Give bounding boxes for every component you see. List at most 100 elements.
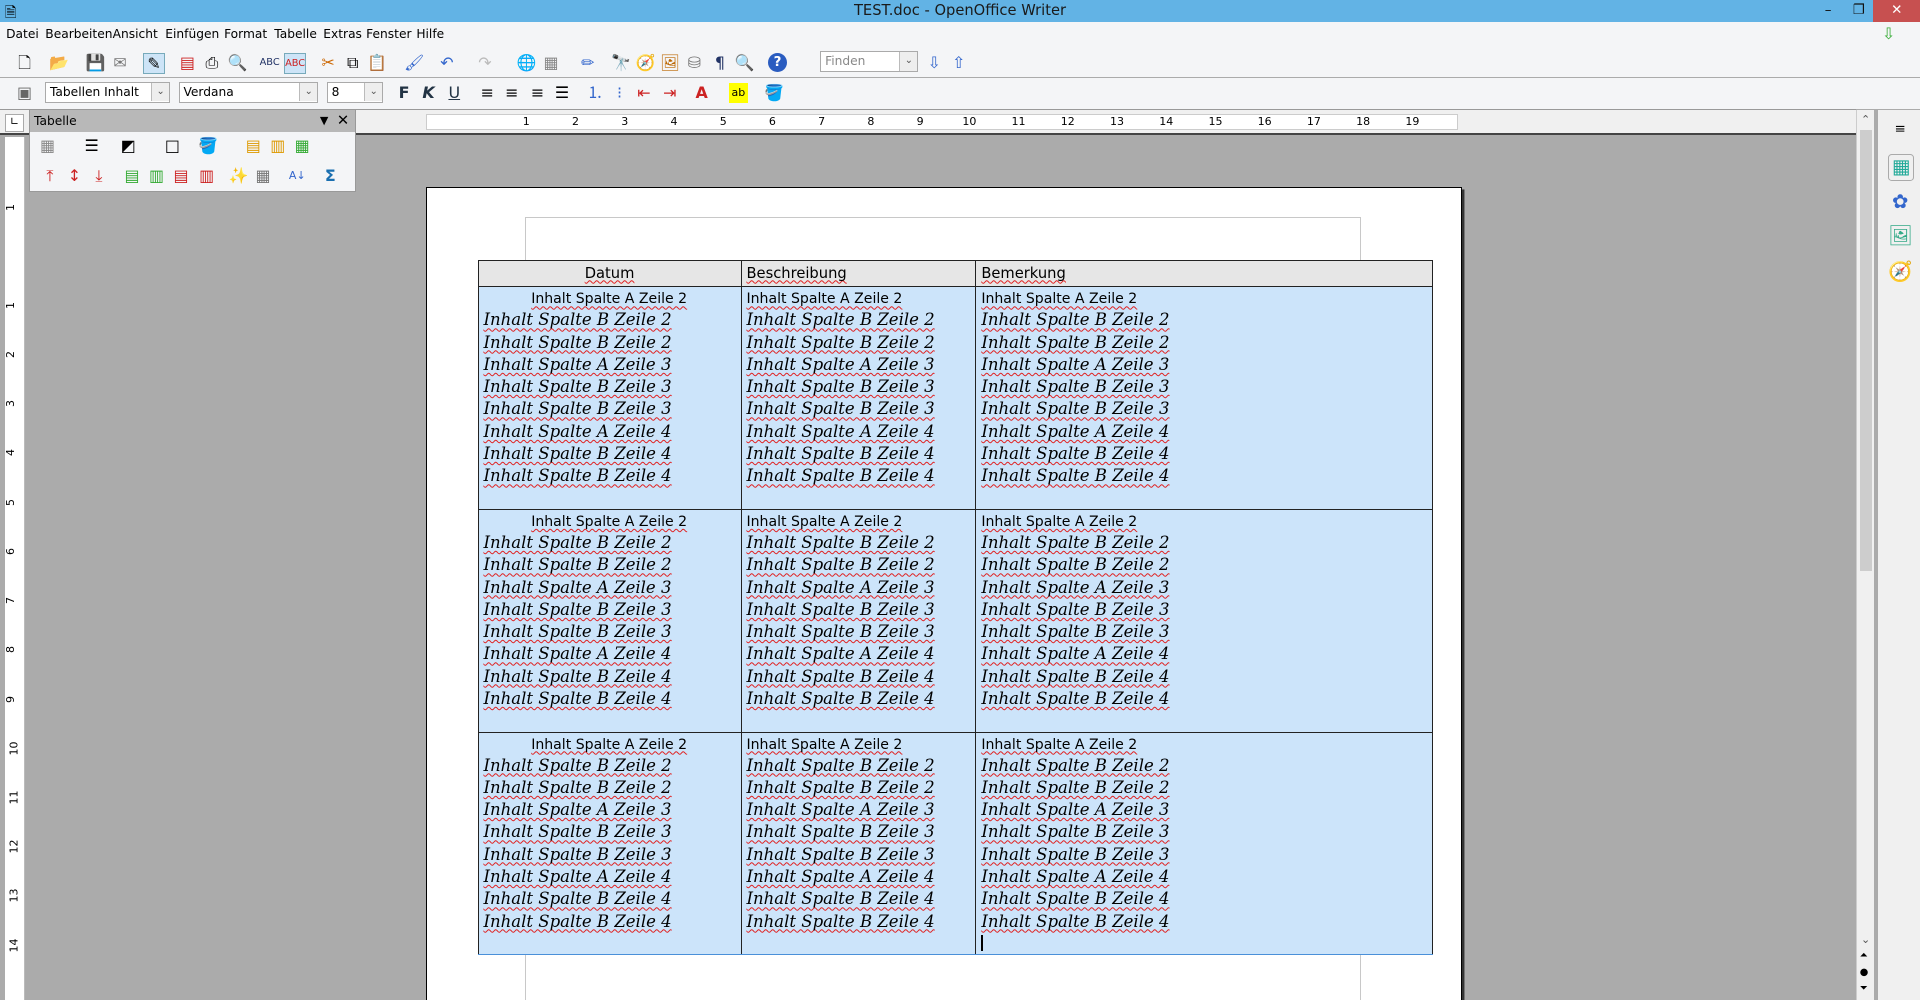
table-cell[interactable]: Inhalt Spalte A Zeile 2 Inhalt Spalte B Z… (975, 286, 1433, 510)
header-datum[interactable]: Datum (477, 259, 742, 288)
copy-icon[interactable]: ⧉ (346, 52, 359, 72)
menu-einfuegen[interactable]: Einfügen (165, 26, 220, 41)
export-pdf-icon[interactable]: ▤ (179, 52, 195, 72)
scroll-up-icon[interactable]: ⌃ (1861, 112, 1871, 126)
tab-stop-type-button[interactable]: ∟ (4, 113, 25, 132)
hyperlink-icon[interactable]: 🌐 (516, 52, 537, 72)
table-properties-icon[interactable]: ▦ (255, 166, 271, 186)
italic-button[interactable]: K (422, 83, 435, 103)
horizontal-ruler[interactable]: 1 2 3 4 5 6 7 8 9 10 11 12 13 14 15 16 17 18 19 (426, 113, 1459, 130)
data-sources-icon[interactable]: ⛁ (687, 52, 701, 72)
chevron-down-icon[interactable]: ⌄ (299, 83, 318, 102)
bullets-icon[interactable]: ⁝ (617, 83, 623, 103)
redo-icon[interactable]: ↷ (478, 52, 492, 72)
table-cell[interactable]: Inhalt Spalte A Zeile 2 Inhalt Spalte B Z… (975, 731, 1433, 956)
align-bottom-icon[interactable]: ⤓ (95, 166, 103, 186)
chevron-down-icon[interactable]: ⌄ (899, 52, 918, 71)
bold-button[interactable]: F (398, 83, 410, 103)
delete-row-icon[interactable]: ▤ (173, 166, 189, 186)
sort-icon[interactable]: A↓ (288, 169, 306, 183)
sidebar-navigator-icon[interactable]: 🧭 (1887, 259, 1913, 283)
menu-datei[interactable]: Datei (6, 26, 39, 41)
find-next-icon[interactable]: ⇩ (927, 52, 941, 72)
table-cell[interactable]: Inhalt Spalte A Zeile 2 Inhalt Spalte B Z… (477, 286, 742, 510)
properties-icon[interactable]: ▦ (1887, 154, 1915, 181)
save-icon[interactable]: 💾 (85, 52, 106, 72)
undo-icon[interactable]: ↶ (440, 52, 454, 72)
navigation-icon[interactable]: ● (1859, 967, 1869, 979)
cut-icon[interactable]: ✂ (321, 52, 335, 72)
styles-icon[interactable]: ▣ (16, 83, 32, 103)
restore-button[interactable]: ❐ (1852, 3, 1865, 18)
align-top-icon[interactable]: ⤒ (46, 166, 54, 186)
email-icon[interactable]: ✉ (113, 52, 127, 72)
menu-tabelle[interactable]: Tabelle (274, 26, 317, 41)
open-icon[interactable]: 📂 (48, 52, 69, 72)
decrease-indent-icon[interactable]: ⇤ (637, 83, 651, 103)
increase-indent-icon[interactable]: ⇥ (663, 83, 677, 103)
border-color-icon[interactable]: ◩ (120, 135, 136, 155)
find-previous-icon[interactable]: ⇧ (952, 52, 966, 72)
close-button[interactable]: ✕ (1873, 0, 1920, 23)
help-icon[interactable]: ? (767, 52, 788, 73)
chevron-down-icon[interactable]: ⌄ (151, 83, 170, 102)
format-paintbrush-icon[interactable]: 🖌 (404, 52, 425, 72)
table-cell[interactable]: Inhalt Spalte A Zeile 2 Inhalt Spalte B Z… (975, 508, 1433, 733)
zoom-icon[interactable]: 🔍 (734, 52, 755, 72)
toolbar-menu-icon[interactable]: ▼ (319, 113, 329, 127)
autoformat-icon[interactable]: ✨ (228, 166, 249, 186)
align-right-icon[interactable]: ≡ (530, 83, 545, 103)
scrollbar-thumb[interactable] (1859, 129, 1872, 571)
background-color-icon[interactable]: 🪣 (764, 83, 784, 103)
paste-icon[interactable]: 📋 (367, 52, 388, 72)
page-preview-icon[interactable]: 🔍 (227, 52, 248, 72)
find-input[interactable]: Finden ⌄ (820, 51, 919, 73)
sidebar-menu-icon[interactable]: ≡ (1894, 121, 1906, 137)
insert-row-icon[interactable]: ▤ (124, 166, 140, 186)
table-icon[interactable]: ▦ (543, 52, 559, 72)
align-center-icon[interactable]: ≡ (505, 83, 519, 103)
auto-spellcheck-icon[interactable]: ABC (284, 52, 306, 75)
sum-icon[interactable]: Σ (324, 166, 336, 186)
split-cells-icon[interactable]: ▥ (270, 135, 286, 155)
styles-formatting-icon[interactable]: ✿ (1891, 189, 1909, 213)
floating-toolbar-header[interactable]: Tabelle ▼ ✕ (30, 109, 356, 132)
vertical-ruler[interactable]: 1 1 2 3 4 5 6 7 8 9 10 11 12 13 14 (4, 137, 26, 1000)
menu-bearbeiten[interactable]: Bearbeiten (45, 26, 113, 41)
menu-fenster[interactable]: Fenster (366, 26, 412, 41)
insert-table-icon[interactable]: ▦ (39, 135, 56, 155)
highlight-icon[interactable]: ab (728, 83, 749, 103)
draw-icon[interactable]: ✏ (581, 52, 595, 72)
gallery-icon[interactable]: 🖼 (660, 52, 681, 72)
menu-hilfe[interactable]: Hilfe (416, 26, 445, 41)
chevron-down-icon[interactable]: ⌄ (364, 83, 383, 102)
paragraph-style-select[interactable]: Tabellen Inhalt ⌄ (45, 82, 171, 103)
borders-icon[interactable]: □ (164, 135, 180, 155)
header-bemerkung[interactable]: Bemerkung (975, 259, 1433, 288)
next-page-icon[interactable]: ⏷ (1859, 983, 1868, 995)
new-document-icon[interactable]: 🗋 (18, 52, 31, 72)
merge-cells-icon[interactable]: ▤ (245, 135, 261, 155)
sidebar-gallery-icon[interactable]: 🖼 (1887, 224, 1913, 248)
table-cell[interactable]: Inhalt Spalte A Zeile 2 Inhalt Spalte B Z… (477, 508, 742, 733)
document-table[interactable]: Datum Beschreibung Bemerkung Inhalt Spal… (477, 259, 1433, 956)
numbering-icon[interactable]: ⒈ (587, 83, 604, 103)
font-size-select[interactable]: 8 ⌄ (326, 82, 384, 103)
font-color-icon[interactable]: A (695, 83, 708, 103)
table-cell[interactable]: Inhalt Spalte A Zeile 2 Inhalt Spalte B Z… (740, 508, 977, 733)
delete-column-icon[interactable]: ▥ (199, 166, 215, 186)
underline-button[interactable]: U (448, 83, 461, 103)
optimize-icon[interactable]: ▦ (294, 135, 310, 155)
scroll-down-icon[interactable]: ⌄ (1861, 933, 1871, 947)
table-cell[interactable]: Inhalt Spalte A Zeile 2 Inhalt Spalte B Z… (477, 731, 742, 956)
minimize-button[interactable]: – (1824, 3, 1832, 18)
insert-column-icon[interactable]: ▥ (148, 166, 164, 186)
close-icon[interactable]: ✕ (336, 111, 350, 129)
table-cell[interactable]: Inhalt Spalte A Zeile 2 Inhalt Spalte B Z… (740, 731, 977, 956)
spellcheck-icon[interactable]: ABC (259, 56, 280, 68)
navigator-icon[interactable]: 🧭 (635, 52, 656, 72)
formatting-marks-icon[interactable]: ¶ (714, 52, 726, 72)
header-beschreibung[interactable]: Beschreibung (740, 259, 977, 288)
align-left-icon[interactable]: ≡ (480, 83, 494, 103)
update-icon[interactable]: ⇩ (1882, 24, 1896, 44)
